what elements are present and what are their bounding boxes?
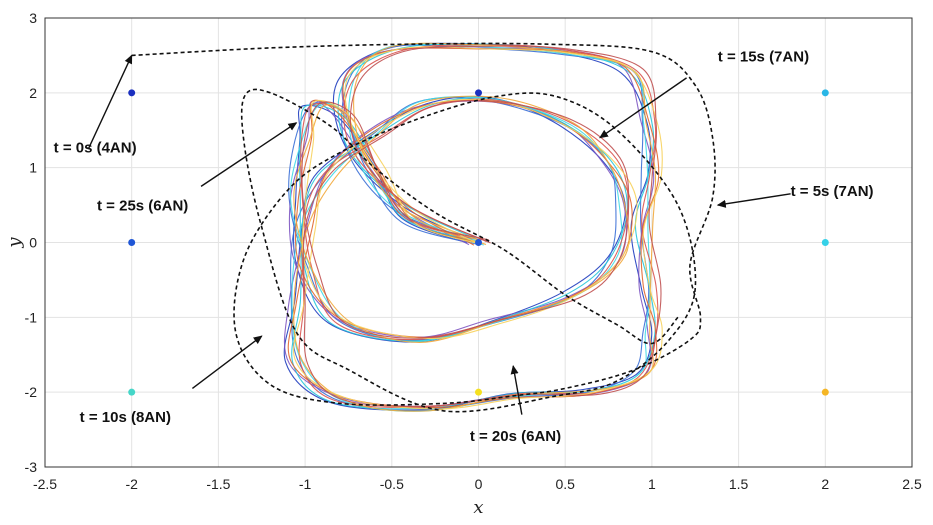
anchor-node	[475, 89, 482, 97]
x-tick-label: 2.5	[902, 476, 922, 492]
trajectory-line	[289, 43, 651, 412]
anchor-node	[475, 239, 482, 246]
x-tick-label: 2	[821, 476, 829, 492]
x-tick-label: 0	[475, 476, 483, 492]
anchor-node	[128, 89, 136, 97]
trajectory-line	[283, 47, 655, 407]
time-annotations: t = 0s (4AN) t = 5s (7AN) t = 10s (8AN) t =…	[54, 48, 874, 444]
annotation-label: t = 20s (6AN)	[470, 428, 561, 445]
trajectory-line	[301, 45, 662, 407]
dashed-boundary-curve	[131, 42, 716, 413]
y-tick-label: 2	[29, 85, 37, 101]
axes-frame	[44, 17, 913, 468]
anchor-nodes	[128, 89, 829, 396]
trajectory-line	[287, 47, 660, 409]
annotation-label: t = 0s (4AN)	[54, 140, 137, 157]
y-tick-label: -1	[25, 309, 38, 325]
anchor-node	[821, 239, 829, 246]
x-tick-label: -1	[299, 476, 312, 492]
trajectory-curves	[283, 42, 663, 412]
x-tick-label: 1	[648, 476, 656, 492]
x-tick-label: -2	[125, 476, 138, 492]
x-tick-label: 0.5	[555, 476, 575, 492]
x-tick-label: 1.5	[729, 476, 749, 492]
anchor-node	[821, 388, 829, 396]
annotation-label: t = 25s (6AN)	[97, 197, 188, 214]
annotation-arrow	[716, 193, 791, 208]
x-axis-label: x	[473, 497, 483, 518]
y-tick-label: 0	[29, 235, 37, 251]
annotation-arrow	[510, 364, 523, 415]
annotation-label: t = 15s (7AN)	[718, 48, 809, 65]
anchor-node	[128, 239, 136, 246]
y-axis-label: y	[4, 237, 25, 249]
annotation-arrow	[191, 335, 263, 389]
annotation-label: t = 5s (7AN)	[791, 183, 874, 200]
anchor-node	[475, 388, 482, 396]
annotation-arrow	[87, 54, 133, 150]
annotation-arrow	[200, 122, 298, 187]
y-tick-label: -3	[25, 459, 38, 475]
y-tick-labels: -3 -2 -1 0 1 2 3	[25, 10, 38, 475]
x-tick-labels: -2.5 -2 -1.5 -1 -0.5 0 0.5 1 1.5 2 2.5	[33, 476, 922, 492]
x-tick-label: -1.5	[206, 476, 230, 492]
annotation-label: t = 10s (8AN)	[80, 409, 171, 426]
y-tick-label: 1	[29, 160, 37, 176]
x-tick-label: -2.5	[33, 476, 57, 492]
anchor-node	[821, 89, 829, 97]
x-tick-label: -0.5	[380, 476, 404, 492]
annotation-arrow	[599, 77, 687, 139]
anchor-node	[128, 388, 136, 396]
y-tick-label: 3	[29, 10, 37, 26]
y-tick-label: -2	[25, 384, 38, 400]
